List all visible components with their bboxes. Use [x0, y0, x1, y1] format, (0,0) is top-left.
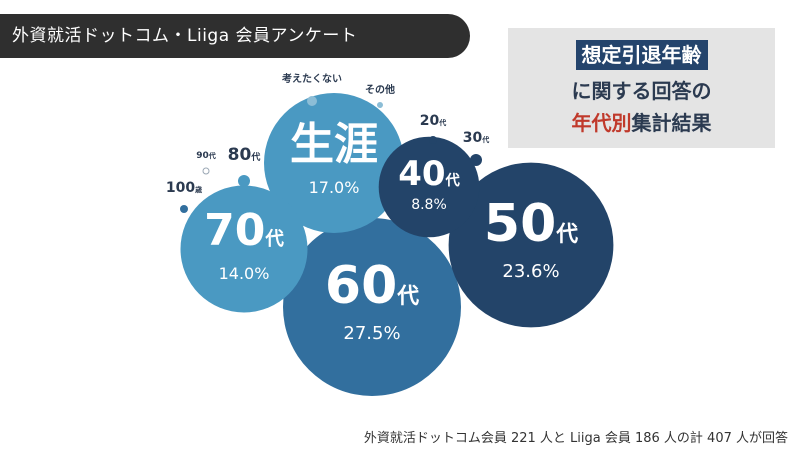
bubble-11-suffix: 代 [208, 151, 216, 160]
bubble-8: 100歳 [166, 180, 202, 213]
bubble-11: 90代 [196, 151, 216, 175]
bubble-1-value: 23.6% [502, 261, 559, 282]
bubble-4: 40代 8.8% [378, 136, 480, 238]
bubble-7-label: 20代 [420, 113, 446, 129]
bubble-0: 60代 27.5% [283, 218, 461, 396]
bubble-8-circle [180, 205, 188, 213]
bubble-10-label-text: その他 [365, 83, 395, 96]
bubble-9-label-text: 考えたくない [282, 72, 342, 85]
bubble-5-label: 80代 [228, 145, 261, 165]
bubble-2-circle [264, 93, 404, 233]
bubble-7-label-text: 20 [420, 113, 440, 129]
bubble-1-label: 50代 [484, 194, 578, 254]
bubble-11-circle [202, 167, 210, 175]
bubble-9-circle [307, 96, 317, 106]
bubble-8-suffix: 歳 [195, 185, 202, 194]
heading-line-1: 想定引退年齢 [575, 40, 708, 70]
page-title: 外資就活ドットコム・Liiga 会員アンケート [0, 14, 470, 58]
bubble-0-circle [283, 218, 461, 396]
bubble-2-label-text: 生涯 [290, 119, 378, 170]
heading-line-3: 年代別集計結果 [508, 110, 775, 136]
bubble-2: 生涯 17.0% [264, 93, 404, 233]
bubble-6-circle [470, 154, 482, 166]
bubble-5-suffix: 代 [250, 151, 260, 163]
bubble-8-label: 100歳 [166, 180, 202, 196]
bubble-1-circle [448, 162, 614, 328]
bubble-7-suffix: 代 [438, 118, 446, 127]
bubble-1-suffix: 代 [555, 222, 578, 247]
heading-accent: 年代別 [571, 111, 632, 135]
bubble-4-circle [378, 136, 480, 238]
bubble-2-label: 生涯 [290, 119, 378, 170]
bubble-3-suffix: 代 [264, 229, 284, 250]
bubble-9-label: 考えたくない [282, 72, 342, 85]
bubble-8-label-text: 100 [166, 180, 195, 196]
bubble-1-label-text: 50 [484, 194, 556, 254]
bubble-11-label: 90代 [196, 151, 216, 161]
bubble-7: 20代 [420, 113, 446, 144]
bubble-5-circle [238, 175, 250, 187]
bubble-3-label: 70代 [204, 205, 284, 256]
bubble-0-value: 27.5% [343, 323, 400, 344]
bubble-4-value: 8.8% [411, 197, 447, 213]
heading-line-3-rest: 集計結果 [631, 111, 712, 135]
bubble-4-label: 40代 [398, 154, 460, 194]
bubble-10: その他 [365, 83, 395, 108]
bubble-10-circle [377, 102, 383, 108]
chart-heading: 想定引退年齢 に関する回答の 年代別集計結果 [508, 28, 775, 148]
bubble-0-label-text: 60 [325, 256, 397, 316]
bubble-6-suffix: 代 [481, 135, 489, 144]
bubble-4-label-text: 40 [398, 154, 445, 194]
bubble-11-label-text: 90 [196, 151, 209, 161]
bubble-9: 考えたくない [282, 72, 342, 106]
bubble-3-value: 14.0% [219, 264, 270, 283]
bubble-3: 70代 14.0% [180, 185, 308, 313]
bubble-6-label-text: 30 [463, 130, 483, 146]
bubble-5: 80代 [228, 145, 261, 187]
bubble-6: 30代 [463, 130, 489, 166]
bubble-10-label: その他 [365, 83, 395, 96]
bubble-3-circle [180, 185, 308, 313]
bubble-5-label-text: 80 [228, 145, 252, 165]
footnote: 外資就活ドットコム会員 221 人と Liiga 会員 186 人の計 407 … [363, 431, 788, 446]
bubble-0-label: 60代 [325, 256, 419, 316]
bubble-2-value: 17.0% [309, 178, 360, 197]
bubble-6-label: 30代 [463, 130, 489, 146]
heading-line-2: に関する回答の [571, 79, 712, 103]
bubble-7-circle [429, 136, 437, 144]
bubble-3-label-text: 70 [204, 205, 265, 256]
bubble-4-suffix: 代 [445, 171, 461, 189]
bubble-0-suffix: 代 [396, 284, 419, 309]
